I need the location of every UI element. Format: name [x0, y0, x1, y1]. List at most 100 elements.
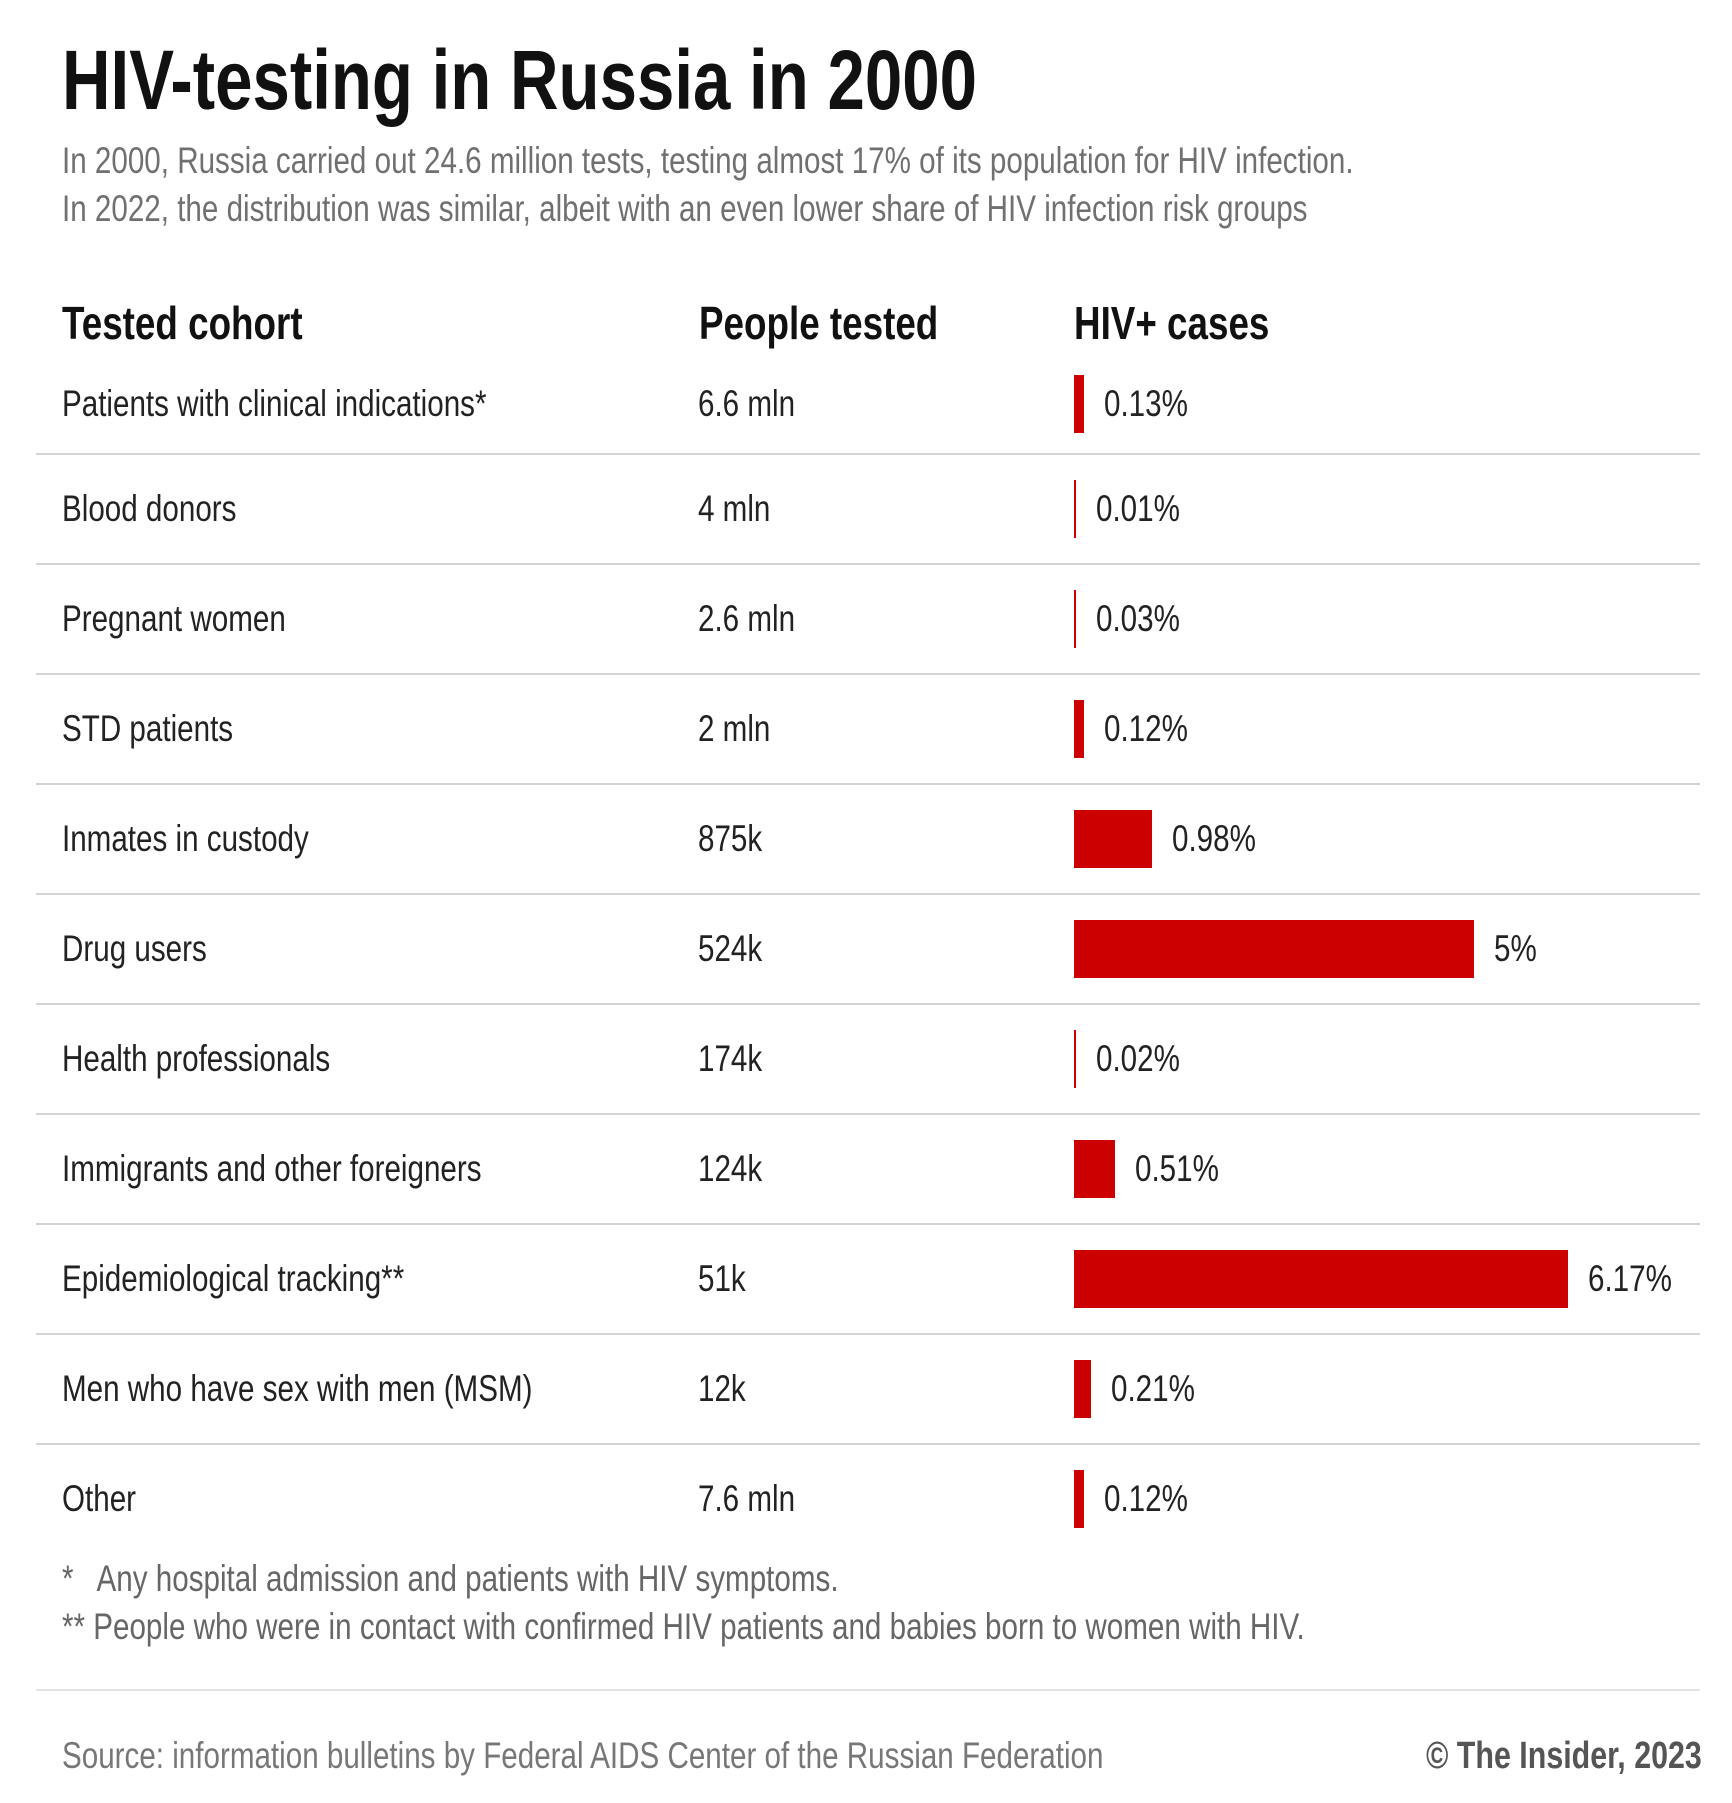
hiv-bar-group: 0.02%	[1074, 1030, 1201, 1088]
cohort-label: Epidemiological tracking**	[62, 1258, 490, 1300]
hiv-bar-group: 0.12%	[1074, 1470, 1209, 1528]
cohort-label-text: Drug users	[62, 928, 207, 969]
hiv-bar-group: 5%	[1074, 920, 1547, 978]
cohort-label-text: Other	[62, 1478, 137, 1519]
people-tested-value: 2.6 mln	[698, 598, 819, 640]
hiv-bar-group: 0.01%	[1074, 480, 1201, 538]
hiv-percent-label-text: 0.51%	[1134, 1148, 1219, 1189]
people-tested-value-text: 6.6 mln	[698, 383, 796, 424]
hiv-percent-label: 0.12%	[1104, 708, 1209, 750]
footnote-2: ** People who were in contact with confi…	[62, 1606, 1615, 1648]
cohort-label-text: Pregnant women	[62, 598, 286, 639]
people-tested-value-text: 524k	[698, 928, 763, 969]
footnote-2-text: ** People who were in contact with confi…	[62, 1606, 1305, 1647]
people-tested-value: 4 mln	[698, 488, 788, 530]
people-tested-value-text: 2 mln	[698, 708, 771, 749]
hiv-percent-label-text: 0.12%	[1103, 1478, 1188, 1519]
footnote-1-text: * Any hospital admission and patients wi…	[62, 1558, 839, 1599]
cohort-label: Immigrants and other foreigners	[62, 1148, 586, 1190]
hiv-bar-group: 6.17%	[1074, 1250, 1693, 1308]
cohort-label: STD patients	[62, 708, 276, 750]
hiv-bar	[1074, 1250, 1568, 1308]
hiv-bar-group: 0.12%	[1074, 700, 1209, 758]
people-tested-value-text: 875k	[698, 818, 763, 859]
hiv-bar-group: 0.21%	[1074, 1360, 1216, 1418]
header-hiv-cases-text: HIV+ cases	[1074, 297, 1270, 349]
table-row: Health professionals 174k 0.02%	[36, 1005, 1700, 1115]
chart-title: HIV-testing in Russia in 2000	[62, 32, 1206, 129]
hiv-percent-label: 0.03%	[1096, 598, 1201, 640]
hiv-percent-label: 5%	[1494, 928, 1547, 970]
hiv-bar-group: 0.98%	[1074, 810, 1277, 868]
people-tested-value-text: 2.6 mln	[698, 598, 796, 639]
table-row: Drug users 524k 5%	[36, 895, 1700, 1005]
cohort-label-text: Health professionals	[62, 1038, 331, 1079]
people-tested-value: 6.6 mln	[698, 383, 819, 425]
cohort-label: Drug users	[62, 928, 243, 970]
header-hiv-cases: HIV+ cases	[1074, 296, 1318, 350]
header-cohort-text: Tested cohort	[62, 297, 303, 349]
table-row: Inmates in custody 875k 0.98%	[36, 785, 1700, 895]
cohort-label-text: Blood donors	[62, 488, 237, 529]
hiv-percent-label: 6.17%	[1588, 1258, 1693, 1300]
cohort-label-text: STD patients	[62, 708, 234, 749]
credit-text: © The Insider, 2023	[1426, 1735, 1702, 1777]
cohort-label-text: Immigrants and other foreigners	[62, 1148, 482, 1189]
hiv-percent-label: 0.01%	[1096, 488, 1201, 530]
hiv-percent-label-text: 0.12%	[1103, 708, 1188, 749]
hiv-percent-label-text: 0.21%	[1110, 1368, 1195, 1409]
people-tested-value: 51k	[698, 1258, 758, 1300]
hiv-percent-label: 0.98%	[1172, 818, 1277, 860]
cohort-label-text: Inmates in custody	[62, 818, 309, 859]
hiv-percent-label-text: 6.17%	[1587, 1258, 1672, 1299]
table-row: STD patients 2 mln 0.12%	[36, 675, 1700, 785]
credit: © The Insider, 2023	[1357, 1735, 1702, 1778]
hiv-percent-label: 0.21%	[1111, 1368, 1216, 1410]
subtitle-line-1: In 2000, Russia carried out 24.6 million…	[62, 140, 1676, 182]
subtitle-line-1-text: In 2000, Russia carried out 24.6 million…	[62, 140, 1354, 181]
cohort-label-text: Epidemiological tracking**	[62, 1258, 405, 1299]
people-tested-value: 174k	[698, 1038, 778, 1080]
header-cohort: Tested cohort	[62, 296, 363, 350]
cohort-label: Health professionals	[62, 1038, 397, 1080]
people-tested-value: 875k	[698, 818, 778, 860]
table-row: Pregnant women 2.6 mln 0.03%	[36, 565, 1700, 675]
cohort-label-text: Patients with clinical indications*	[62, 383, 487, 424]
header-people-tested: People tested	[699, 296, 998, 350]
people-tested-value: 124k	[698, 1148, 778, 1190]
people-tested-value-text: 4 mln	[698, 488, 771, 529]
hiv-bar	[1074, 1030, 1076, 1088]
chart-title-text: HIV-testing in Russia in 2000	[62, 33, 977, 127]
hiv-bar-group: 0.03%	[1074, 590, 1201, 648]
table-row: Immigrants and other foreigners 124k 0.51%	[36, 1115, 1700, 1225]
people-tested-value-text: 51k	[698, 1258, 746, 1299]
hiv-bar-group: 0.51%	[1074, 1140, 1240, 1198]
cohort-label: Men who have sex with men (MSM)	[62, 1368, 650, 1410]
cohort-label: Inmates in custody	[62, 818, 370, 860]
hiv-bar-group: 0.13%	[1074, 375, 1209, 433]
hiv-percent-label: 0.12%	[1104, 1478, 1209, 1520]
people-tested-value: 7.6 mln	[698, 1478, 819, 1520]
header-people-tested-text: People tested	[699, 297, 939, 349]
table-row: Blood donors 4 mln 0.01%	[36, 455, 1700, 565]
hiv-percent-label: 0.02%	[1096, 1038, 1201, 1080]
hiv-percent-label: 0.51%	[1135, 1148, 1240, 1190]
table-row: Other 7.6 mln 0.12%	[36, 1445, 1700, 1553]
people-tested-value-text: 124k	[698, 1148, 763, 1189]
footnote-1: * Any hospital admission and patients wi…	[62, 1558, 1033, 1600]
source-note: Source: information bulletins by Federal…	[62, 1735, 1364, 1777]
cohort-label-text: Men who have sex with men (MSM)	[62, 1368, 533, 1409]
hiv-bar	[1074, 1140, 1115, 1198]
hiv-bar	[1074, 1470, 1084, 1528]
people-tested-value: 524k	[698, 928, 778, 970]
source-note-text: Source: information bulletins by Federal…	[62, 1735, 1104, 1776]
hiv-percent-label-text: 0.01%	[1096, 488, 1180, 529]
hiv-bar	[1074, 375, 1085, 433]
table-row: Epidemiological tracking** 51k 6.17%	[36, 1225, 1700, 1335]
hiv-bar	[1074, 480, 1076, 538]
footer-divider	[36, 1689, 1700, 1691]
hiv-bar	[1074, 590, 1077, 648]
cohort-label: Other	[62, 1478, 155, 1520]
subtitle-line-2-text: In 2022, the distribution was similar, a…	[62, 188, 1308, 229]
people-tested-value-text: 174k	[698, 1038, 763, 1079]
